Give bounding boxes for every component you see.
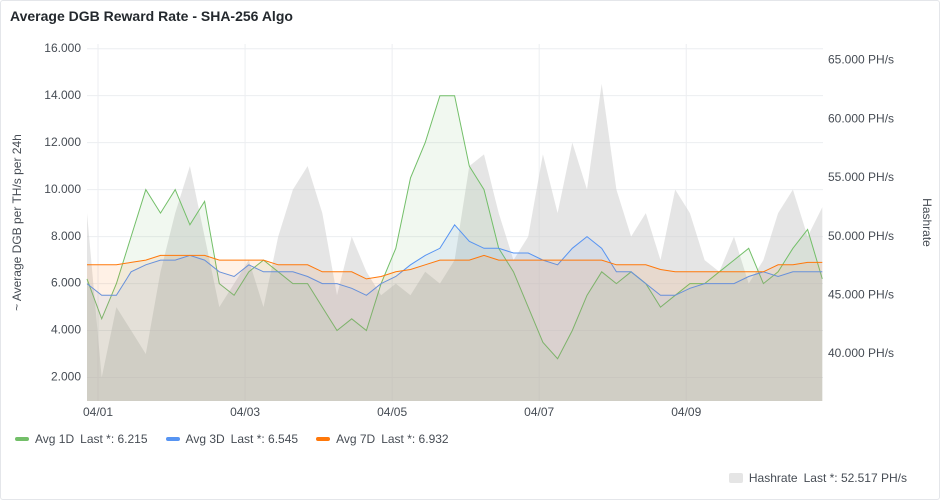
line [86,95,823,360]
area-fill [87,95,823,401]
x-tick-label: 04/03 [230,405,260,419]
y-tick-label: 14.000 [44,88,81,102]
legend-label: Avg 1D [35,432,75,446]
y-tick-label: 4.000 [51,323,81,337]
area-fill [87,255,823,401]
y2-tick-label: 40.000 PH/s [828,346,894,360]
y2-tick-label: 65.000 PH/s [828,53,894,67]
y2-tick-label: 60.000 PH/s [828,111,894,125]
x-tick-label: 04/07 [524,405,554,419]
legend-swatch [165,437,180,441]
panel-title: Average DGB Reward Rate - SHA-256 Algo [10,8,293,24]
y2-tick-label: 45.000 PH/s [828,287,894,301]
legend-last: Last *: 6.932 [381,432,449,446]
chart: 2.000 4.000 6.000 8.000 10.000 12.000 14.000 16… [10,41,934,419]
y-tick-label: 2.000 [51,370,81,384]
legend-label: Hashrate [748,471,798,485]
legend-item: Avg 3D Last *: 6.545 [165,432,299,446]
y2-tick-label: 50.000 PH/s [828,229,894,243]
legend-last: Last *: 52.517 PH/s [803,471,907,485]
y-axis-label: ~ Average DGB per TH/s per 24h [10,134,24,311]
x-tick-label: 04/01 [83,405,113,419]
legend-swatch [15,437,29,441]
y2-axis-label: Hashrate [920,198,934,247]
y2-tick-label: 55.000 PH/s [828,170,894,184]
y-tick-label: 16.000 [44,41,81,55]
legend-item: Avg 1D Last *: 6.215 [15,432,148,446]
line [87,254,823,280]
x-tick-label: 04/05 [377,405,407,419]
legend-last: Last *: 6.545 [230,432,299,446]
area [87,83,823,402]
legend-swatch [728,473,743,483]
y-tick-label: 10.000 [44,182,81,196]
legend-label: Avg 7D [336,432,376,446]
y-tick-label: 8.000 [51,229,81,243]
legend: Hashrate Last *: 52.517 PH/s [728,471,919,485]
legend-item: Avg 7D Last *: 6.932 [316,432,449,446]
legend: Avg 1D Last *: 6.215 Avg 3D Last *: 6.545 Av… [15,432,461,446]
legend-swatch [316,437,331,441]
x-tick-label: 04/09 [671,405,701,419]
y-tick-label: 12.000 [44,135,81,149]
line [86,223,823,296]
legend-last: Last *: 6.215 [80,432,148,446]
area-fill [87,224,823,401]
y-tick-label: 6.000 [51,276,81,290]
legend-item: Hashrate Last *: 52.517 PH/s [728,471,907,485]
legend-label: Avg 3D [185,432,225,446]
